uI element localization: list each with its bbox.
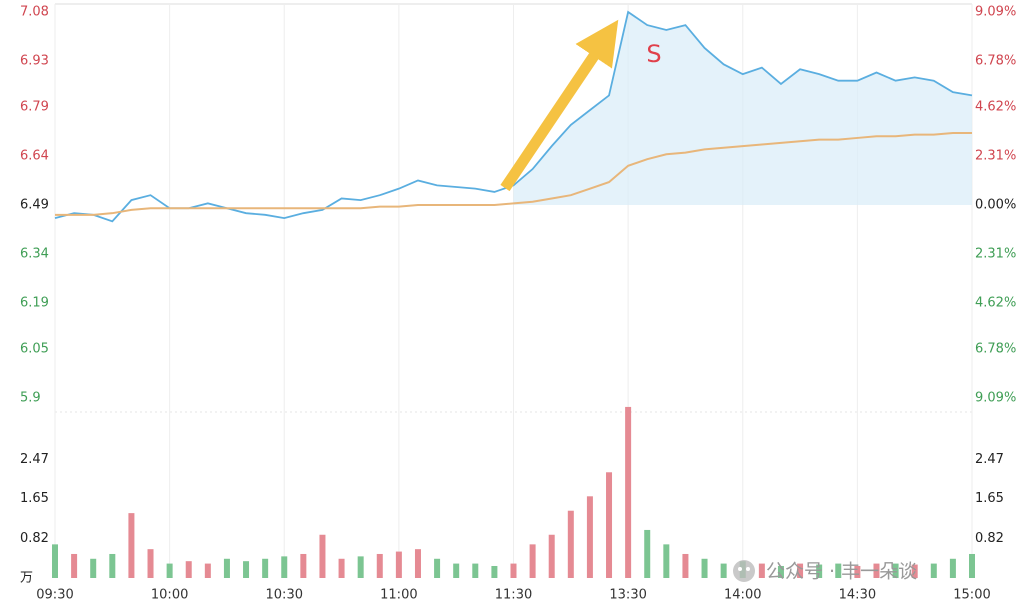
volume-bar xyxy=(529,544,536,578)
volume-bar xyxy=(204,563,211,578)
volume-bar xyxy=(969,553,975,578)
volume-tick-label: 2.47 xyxy=(975,452,1004,467)
y-tick-label: 7.08 xyxy=(20,5,49,20)
volume-bar xyxy=(854,565,861,578)
volume-bar xyxy=(586,496,593,578)
x-tick-label: 15:00 xyxy=(953,588,990,603)
volume-bar xyxy=(472,563,479,578)
volume-bar xyxy=(319,534,326,578)
volume-bar xyxy=(434,558,441,578)
x-tick-label: 11:00 xyxy=(380,588,417,603)
volume-bar xyxy=(682,553,689,578)
volume-bar xyxy=(949,558,956,578)
volume-bar xyxy=(262,558,269,578)
volume-bar xyxy=(510,563,517,578)
volume-bar xyxy=(243,561,250,578)
volume-bar xyxy=(414,549,421,578)
x-tick-label: 09:30 xyxy=(36,588,73,603)
watermark: 公众号 · 丰一朵谈 xyxy=(766,561,917,583)
volume-bar xyxy=(281,556,288,578)
volume-bar xyxy=(548,534,555,578)
plot xyxy=(52,10,975,578)
volume-bar xyxy=(109,553,116,578)
y-tick-label: 6.34 xyxy=(20,247,49,262)
volume-bar xyxy=(357,556,364,578)
volume-bar xyxy=(491,565,498,578)
volume-bar xyxy=(71,553,78,578)
volume-bar xyxy=(625,406,632,578)
x-tick-label: 14:30 xyxy=(839,588,876,603)
x-tick-label: 10:30 xyxy=(266,588,303,603)
y-tick-label: 6.93 xyxy=(20,54,49,69)
volume-bar xyxy=(720,563,727,578)
volume-tick-label: 0.82 xyxy=(975,531,1004,546)
y-tick-label: 6.05 xyxy=(20,341,49,356)
y-tick-label: 6.49 xyxy=(20,198,49,213)
y2-tick-label: 4.62% xyxy=(975,296,1016,311)
volume-bar xyxy=(911,564,918,578)
volume-bar xyxy=(300,553,307,578)
volume-tick-label: 1.65 xyxy=(20,491,49,506)
volume-bar xyxy=(644,529,651,578)
volume-bar xyxy=(453,563,460,578)
y2-tick-label: 9.09% xyxy=(975,5,1016,20)
x-tick-label: 11:30 xyxy=(495,588,532,603)
volume-bar xyxy=(376,553,383,578)
volume-bar xyxy=(930,563,937,578)
volume-bar xyxy=(567,510,574,578)
x-tick-label: 10:00 xyxy=(151,588,188,603)
volume-bar xyxy=(606,472,613,578)
watermark-icon xyxy=(733,560,755,582)
x-tick-label: 13:30 xyxy=(609,588,646,603)
y-tick-label: 6.19 xyxy=(20,296,49,311)
y2-tick-label: 0.00% xyxy=(975,198,1016,213)
volume-bar xyxy=(90,558,97,578)
volume-bar xyxy=(338,558,345,578)
volume-bar xyxy=(128,513,135,578)
volume-bar xyxy=(835,563,842,578)
volume-bar xyxy=(223,558,230,578)
volume-bar xyxy=(395,551,402,578)
trend-arrow xyxy=(500,19,619,192)
volume-tick-label: 2.47 xyxy=(20,452,49,467)
volume-tick-label: 1.65 xyxy=(975,491,1004,506)
area-fill xyxy=(513,12,972,205)
average-line xyxy=(55,132,972,216)
volume-bar xyxy=(797,563,804,578)
volume-bar xyxy=(873,563,880,578)
price-line xyxy=(54,10,973,223)
volume-bar xyxy=(816,564,823,578)
volume-bar xyxy=(166,563,173,578)
volume-bar xyxy=(777,565,784,578)
volume-bar xyxy=(147,549,154,578)
y2-tick-label: 6.78% xyxy=(975,341,1016,356)
y-tick-label: 6.64 xyxy=(20,148,49,163)
volume-bar xyxy=(185,561,192,578)
y2-tick-label: 2.31% xyxy=(975,247,1016,262)
x-tick-label: 14:00 xyxy=(724,588,761,603)
volume-bar xyxy=(701,558,708,578)
y-tick-label: 5.9 xyxy=(20,391,41,406)
volume-bar xyxy=(758,563,765,578)
volume-bar xyxy=(52,544,58,578)
y2-tick-label: 9.09% xyxy=(975,391,1016,406)
volume-tick-label: 0.82 xyxy=(20,531,49,546)
y2-tick-label: 4.62% xyxy=(975,99,1016,114)
volume-bar xyxy=(663,544,670,578)
y2-tick-label: 6.78% xyxy=(975,54,1016,69)
annotation: S xyxy=(646,40,661,68)
volume-bar xyxy=(892,563,899,578)
volume-tick-label: 万 xyxy=(20,571,33,586)
y-tick-label: 6.79 xyxy=(20,99,49,114)
y2-tick-label: 2.31% xyxy=(975,148,1016,163)
